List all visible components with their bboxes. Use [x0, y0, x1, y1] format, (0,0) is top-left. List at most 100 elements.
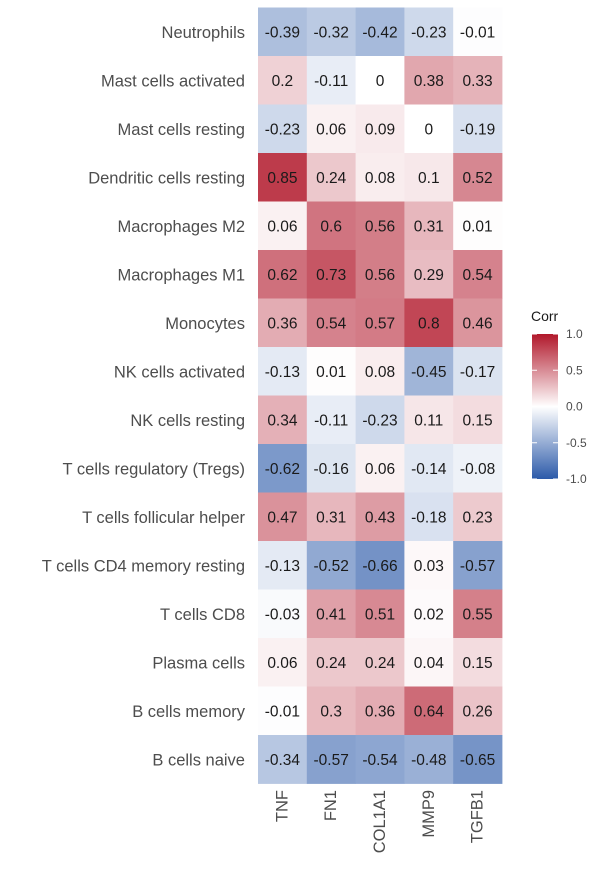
cell-value-label: -0.42	[362, 24, 397, 41]
heatmap-cell	[355, 347, 405, 396]
heatmap-cell	[306, 395, 356, 445]
heatmap-cell	[355, 153, 405, 202]
cell-value-label: 0.43	[365, 509, 395, 526]
cell-value-label: -0.23	[265, 121, 300, 138]
heatmap-cell	[258, 104, 308, 154]
heatmap-cell	[306, 686, 356, 736]
heatmap-cell	[258, 492, 308, 542]
row-labels: Neutrophils Mast cells activated Mast cell…	[42, 24, 246, 770]
cell-value-label: 0.36	[267, 315, 297, 332]
column-label: TGFB1	[469, 790, 487, 843]
cell-value-label: 0.62	[267, 267, 297, 284]
cell-value-label: -0.18	[411, 509, 446, 526]
cell-value-label: 0.04	[414, 655, 445, 672]
cell-value-label: 0.55	[463, 606, 493, 623]
heatmap-cell	[355, 541, 405, 590]
heatmap-cell	[355, 104, 405, 154]
cell-value-label: 0.03	[414, 558, 444, 575]
heatmap-cell	[453, 250, 503, 299]
row-label: B cells naive	[152, 751, 245, 769]
cell-value-label: 0.54	[316, 315, 347, 332]
column-label: FN1	[322, 790, 340, 821]
cell-value-label: 0.64	[414, 703, 445, 720]
cell-value-label: 0.2	[272, 73, 294, 90]
legend-tick-label: 0.0	[566, 400, 583, 414]
cell-value-label: -0.57	[460, 558, 495, 575]
row-label: Monocytes	[165, 315, 245, 333]
cell-value-label: -0.65	[460, 752, 495, 769]
legend-title: Corr	[531, 308, 559, 324]
row-label: Neutrophils	[162, 24, 245, 42]
heatmap-cell	[453, 638, 503, 687]
row-label: NK cells activated	[114, 363, 245, 381]
cell-value-label: 0.24	[365, 655, 396, 672]
cell-value-label: 0.6	[320, 218, 342, 235]
cell-value-label: -0.11	[314, 73, 348, 90]
row-label: Macrophages M2	[118, 218, 245, 236]
cell-value-label: 0.41	[316, 606, 346, 623]
legend-ticks: 1.0 0.5 0.0 -0.5 -1.0	[532, 327, 587, 486]
heatmap-cell	[404, 735, 454, 784]
heatmap-cell	[258, 589, 308, 639]
cell-value-label: -0.01	[265, 703, 300, 720]
heatmap-cell	[404, 201, 454, 251]
column-label: MMP9	[420, 790, 438, 838]
cell-value-label: 0.02	[414, 606, 444, 623]
heatmap-cell	[306, 492, 356, 542]
heatmap-cell	[306, 541, 356, 590]
heatmap-cell	[355, 56, 405, 105]
heatmap-cell	[453, 735, 503, 784]
heatmap-cell	[453, 347, 503, 396]
heatmap-cell	[355, 250, 405, 299]
heatmap-cell	[404, 153, 454, 202]
heatmap-cell	[355, 638, 405, 687]
cell-value-label: 0.51	[365, 606, 395, 623]
cell-value-label: 0.23	[463, 509, 493, 526]
heatmap-cell	[453, 56, 503, 105]
heatmap-cell	[453, 444, 503, 493]
heatmap-cell	[306, 201, 356, 251]
cell-value-label: 0.56	[365, 267, 395, 284]
cell-value-label: 0.54	[463, 267, 494, 284]
heatmap-cell	[258, 347, 308, 396]
column-label: COL1A1	[371, 790, 389, 853]
cell-value-label: 0	[376, 73, 385, 90]
cell-value-label: -0.03	[265, 606, 300, 623]
row-label: B cells memory	[132, 703, 246, 721]
cell-value-label: 0.46	[463, 315, 493, 332]
heatmap-cell	[258, 444, 308, 493]
legend-tick-label: 0.5	[566, 363, 583, 377]
cell-value-label: 0.08	[365, 364, 395, 381]
heatmap-cell	[258, 541, 308, 590]
heatmap-cell	[258, 56, 308, 105]
cell-value-label: 0.34	[267, 412, 298, 429]
heatmap-cell	[404, 589, 454, 639]
cell-value-label: 0.31	[316, 509, 346, 526]
heatmap-cell	[404, 686, 454, 736]
row-label: T cells CD4 memory resting	[42, 557, 245, 575]
cell-value-label: -0.54	[362, 752, 398, 769]
cell-value-label: 0.09	[365, 121, 395, 138]
heatmap-cell	[258, 638, 308, 687]
cell-value-label: -0.52	[314, 558, 349, 575]
cell-value-label: 0.56	[365, 218, 395, 235]
cell-value-label: 0.06	[365, 461, 395, 478]
cell-value-label: -0.19	[460, 121, 495, 138]
cell-value-label: -0.66	[362, 558, 397, 575]
cell-value-label: 0.29	[414, 267, 444, 284]
heatmap-cell	[355, 589, 405, 639]
cell-value-label: -0.62	[265, 461, 300, 478]
row-label: NK cells resting	[130, 412, 245, 430]
cell-value-label: 0.36	[365, 703, 395, 720]
cell-value-label: 0.24	[316, 170, 347, 187]
heatmap-cell	[258, 250, 308, 299]
cell-value-label: -0.16	[314, 461, 349, 478]
heatmap-cell	[306, 153, 356, 202]
heatmap-cell	[404, 104, 454, 154]
heatmap-cell	[258, 686, 308, 736]
heatmap-cell	[355, 444, 405, 493]
cell-value-label: -0.08	[460, 461, 495, 478]
cell-value-label: 0.31	[414, 218, 444, 235]
heatmap-cell	[404, 492, 454, 542]
cell-value-label: 0.24	[316, 655, 347, 672]
